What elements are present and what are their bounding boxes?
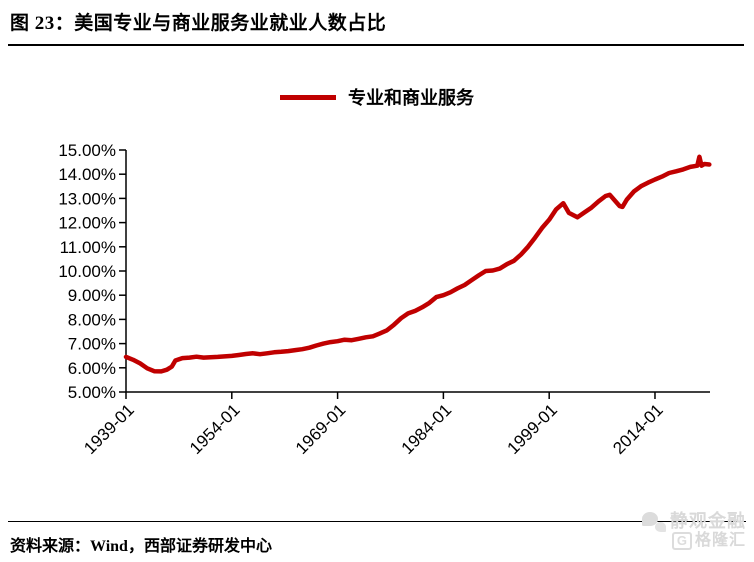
y-axis-tick-label: 8.00% bbox=[68, 310, 116, 329]
x-axis-tick-label: 1954-01 bbox=[186, 400, 244, 458]
x-axis-tick-label: 2014-01 bbox=[609, 400, 667, 458]
legend-line-icon bbox=[280, 94, 336, 100]
x-axis-tick-label: 1999-01 bbox=[503, 400, 561, 458]
line-chart: 5.00% 6.00% 7.00% 8.00% 9.00% 10.00% 11.00% 12.… bbox=[58, 141, 712, 458]
footer-divider bbox=[8, 521, 746, 522]
watermark-row-1: 静观金融 bbox=[642, 511, 746, 532]
y-axis-tick-label: 5.00% bbox=[68, 383, 116, 402]
chart-title: 图 23：美国专业与商业服务业就业人数占比 bbox=[10, 13, 387, 34]
series-line bbox=[123, 154, 712, 374]
y-axis-tick-label: 15.00% bbox=[58, 141, 116, 160]
title-divider bbox=[8, 44, 744, 46]
watermark-platform-text: 格隆汇 bbox=[694, 532, 746, 550]
gelonghui-logo-icon: G bbox=[671, 532, 692, 551]
chat-bubbles-icon bbox=[642, 512, 666, 532]
chat-bubble-small bbox=[655, 522, 666, 532]
watermark: 静观金融 G 格隆汇 bbox=[642, 511, 746, 551]
watermark-brand-text: 静观金融 bbox=[670, 511, 746, 532]
watermark-row-2: G 格隆汇 bbox=[642, 532, 746, 551]
chat-bubble-large bbox=[642, 512, 658, 526]
y-axis-tick-label: 6.00% bbox=[68, 359, 116, 378]
x-axis-tick-label: 1939-01 bbox=[80, 400, 138, 458]
y-axis-tick-label: 10.00% bbox=[58, 262, 116, 281]
x-axis-tick-label: 1984-01 bbox=[398, 400, 456, 458]
y-axis-tick-label: 13.00% bbox=[58, 189, 116, 208]
legend-label: 专业和商业服务 bbox=[348, 88, 474, 108]
y-axis-tick-label: 9.00% bbox=[68, 286, 116, 305]
y-axis-tick-label: 11.00% bbox=[60, 238, 116, 257]
y-axis-tick-label: 14.00% bbox=[58, 165, 116, 184]
y-axis-tick-label: 7.00% bbox=[68, 335, 116, 354]
y-axis-tick-label: 12.00% bbox=[58, 214, 116, 233]
x-axis-tick-label: 1969-01 bbox=[292, 400, 350, 458]
source-note: 资料来源：Wind，西部证券研发中心 bbox=[10, 538, 272, 555]
chart-legend: 专业和商业服务 bbox=[0, 84, 754, 110]
